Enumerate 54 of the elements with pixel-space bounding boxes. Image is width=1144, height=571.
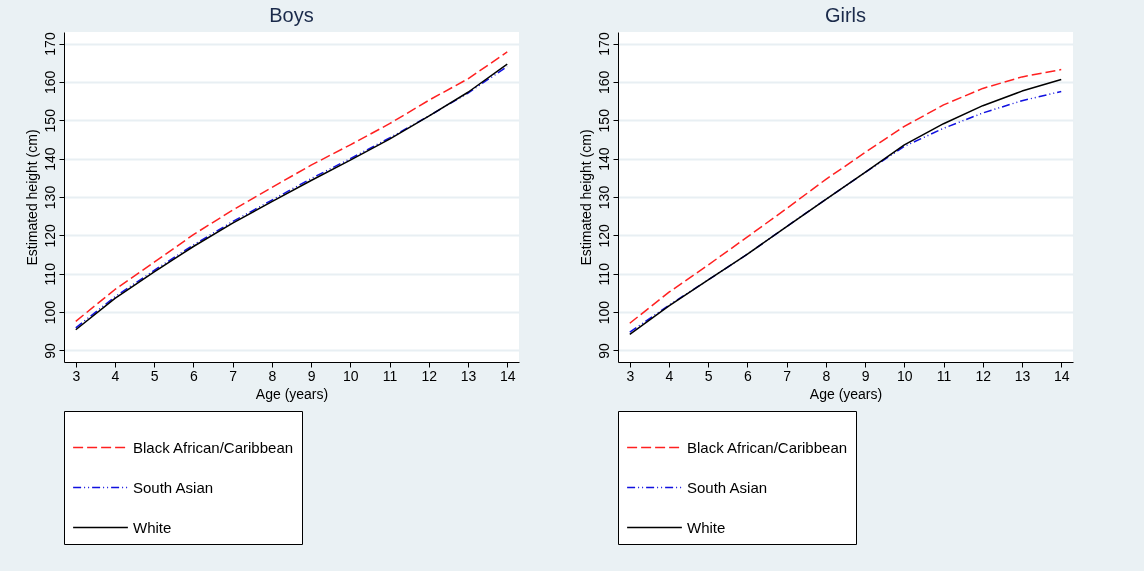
chart-title: Girls	[824, 3, 867, 26]
y-tick-label: 90	[41, 342, 58, 359]
x-tick-label: 7	[783, 367, 792, 384]
y-tick-label: 110	[595, 262, 612, 286]
legend-label: White	[687, 518, 726, 536]
x-tick-label: 4	[665, 367, 674, 384]
x-tick-label: 12	[421, 367, 438, 384]
y-tick-label: 160	[595, 70, 612, 95]
x-tick-label: 14	[499, 367, 516, 384]
x-tick-label: 10	[343, 367, 359, 384]
x-tick-label: 13	[460, 367, 477, 384]
y-tick-label: 100	[41, 300, 58, 325]
y-tick-label: 170	[41, 32, 58, 56]
legend-label: White	[133, 518, 172, 536]
y-tick-label: 130	[595, 185, 612, 210]
x-tick-label: 9	[307, 367, 316, 384]
y-axis-title: Estimated height (cm)	[577, 129, 594, 266]
x-tick-label: 10	[897, 367, 913, 384]
x-axis-title: Age (years)	[809, 385, 883, 402]
y-tick-label: 150	[41, 108, 58, 133]
x-tick-label: 5	[150, 367, 159, 384]
y-tick-label: 170	[595, 32, 612, 56]
x-tick-label: 13	[1014, 367, 1031, 384]
y-axis-title: Estimated height (cm)	[23, 129, 40, 266]
y-tick-label: 110	[41, 262, 58, 286]
y-tick-label: 100	[595, 300, 612, 325]
y-tick-label: 90	[595, 342, 612, 359]
x-tick-label: 3	[626, 367, 635, 384]
y-tick-label: 130	[41, 185, 58, 210]
x-tick-label: 3	[72, 367, 81, 384]
y-tick-label: 140	[595, 147, 612, 171]
y-tick-label: 120	[595, 223, 612, 248]
x-tick-label: 8	[822, 367, 831, 384]
x-tick-label: 14	[1053, 367, 1070, 384]
y-tick-label: 120	[41, 223, 58, 248]
y-tick-label: 150	[595, 108, 612, 133]
legend-label: Black African/Caribbean	[133, 438, 294, 456]
legend-label: Black African/Caribbean	[687, 438, 848, 456]
x-tick-label: 6	[744, 367, 753, 384]
y-tick-label: 160	[41, 70, 58, 95]
x-axis-title: Age (years)	[255, 385, 329, 402]
x-tick-label: 7	[229, 367, 238, 384]
x-tick-label: 12	[975, 367, 992, 384]
x-tick-label: 4	[111, 367, 120, 384]
x-tick-label: 9	[861, 367, 870, 384]
legend-label: South Asian	[133, 478, 214, 496]
x-tick-label: 5	[704, 367, 713, 384]
x-tick-label: 11	[936, 367, 952, 384]
y-tick-label: 140	[41, 147, 58, 171]
x-tick-label: 11	[382, 367, 398, 384]
x-tick-label: 6	[190, 367, 199, 384]
x-tick-label: 8	[268, 367, 277, 384]
legend-label: South Asian	[687, 478, 768, 496]
chart-title: Boys	[269, 3, 314, 26]
